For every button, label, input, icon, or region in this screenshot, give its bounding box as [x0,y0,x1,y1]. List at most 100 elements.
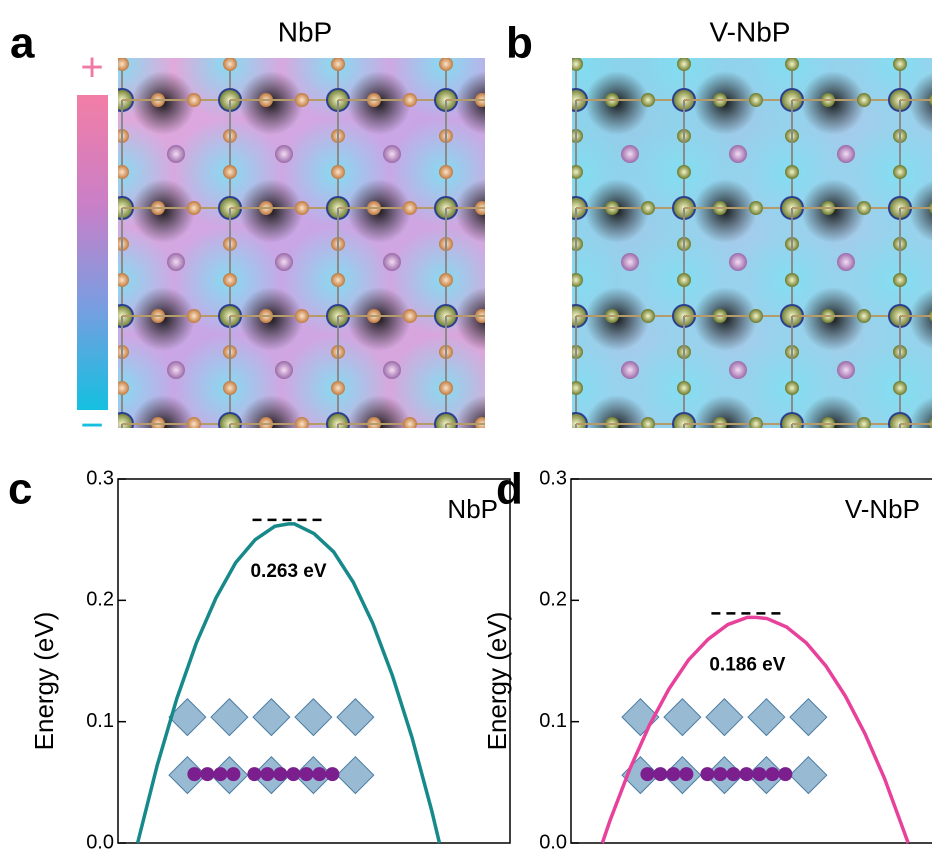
atom [547,381,561,395]
atom [547,273,561,287]
atom [187,201,201,215]
atom [439,381,453,395]
potential-blob [504,427,644,567]
potential-dark [455,179,519,243]
atom [729,361,747,379]
atom [511,93,525,107]
potential-dark [477,287,541,351]
atom [167,361,185,379]
atom [223,21,237,35]
atom [749,417,763,431]
y-tick-label: 0.1 [86,710,114,732]
atom [893,381,907,395]
atom [223,165,237,179]
potential-dark [563,0,627,27]
atom [605,525,619,539]
potential-blob [65,442,175,552]
atom [569,381,583,395]
atom [785,57,799,71]
atom [295,93,309,107]
y-tick-label: 0.3 [539,467,567,489]
potential-blob [504,535,644,675]
inset-atom [273,767,287,781]
atom [167,37,185,55]
atom [677,489,691,503]
inset-atom [640,767,654,781]
atom [439,561,453,575]
atom [781,521,803,543]
potential-dark [455,71,519,135]
atom [837,145,855,163]
atom [223,381,237,395]
atom [547,561,561,575]
atom [621,469,639,487]
atom [785,273,799,287]
atom [79,525,93,539]
inset-atom [299,767,313,781]
atom [111,0,133,3]
atom [533,309,547,323]
colorbar-plus: + [80,46,103,90]
inset-octahedron [706,699,743,736]
atom [547,57,561,71]
atom [543,521,565,543]
atom [511,309,525,323]
atom [677,381,691,395]
atom [367,525,381,539]
atom [889,521,911,543]
inset-atom [286,767,300,781]
atom [115,273,129,287]
atom [889,0,911,3]
atom [677,561,691,575]
atom [223,273,237,287]
atom [749,525,763,539]
atom [475,525,489,539]
atom [893,561,907,575]
atom [543,413,565,435]
inset-atom [778,767,792,781]
atom [749,93,763,107]
panel-letter: a [10,19,35,68]
y-tick-label: 0.0 [539,831,567,850]
atom [677,57,691,71]
inset-octahedron [790,757,827,794]
atom [491,145,509,163]
atom [651,0,673,3]
potential-dark [477,179,541,243]
atom [275,253,293,271]
atom [655,453,669,467]
atom [749,309,763,323]
atom [383,577,401,595]
atom [115,381,129,395]
atom [677,273,691,287]
colorbar [77,95,108,410]
atom [543,197,565,219]
atom [893,453,907,467]
y-tick-label: 0.1 [539,710,567,732]
inset-atom [765,767,779,781]
atom [219,521,241,543]
inset-atom [700,767,714,781]
atom [707,577,725,595]
atom [331,57,345,71]
atom [837,37,855,55]
chart-title: V-NbP [845,494,920,524]
potential-dark [131,503,195,567]
atom [677,453,691,467]
atom [275,361,293,379]
image-title: V-NbP [710,16,791,47]
atom [547,165,561,179]
atom [749,201,763,215]
atom [621,253,639,271]
atom [439,57,453,71]
inset-atom [739,767,753,781]
atom [837,253,855,271]
atom [785,561,799,575]
y-tick-label: 0.2 [86,589,114,611]
inset-octahedron [337,757,374,794]
atom [673,0,695,3]
atom [435,521,457,543]
y-axis-label: Energy (eV) [482,612,512,751]
atom [533,201,547,215]
potential-dark [585,503,649,567]
